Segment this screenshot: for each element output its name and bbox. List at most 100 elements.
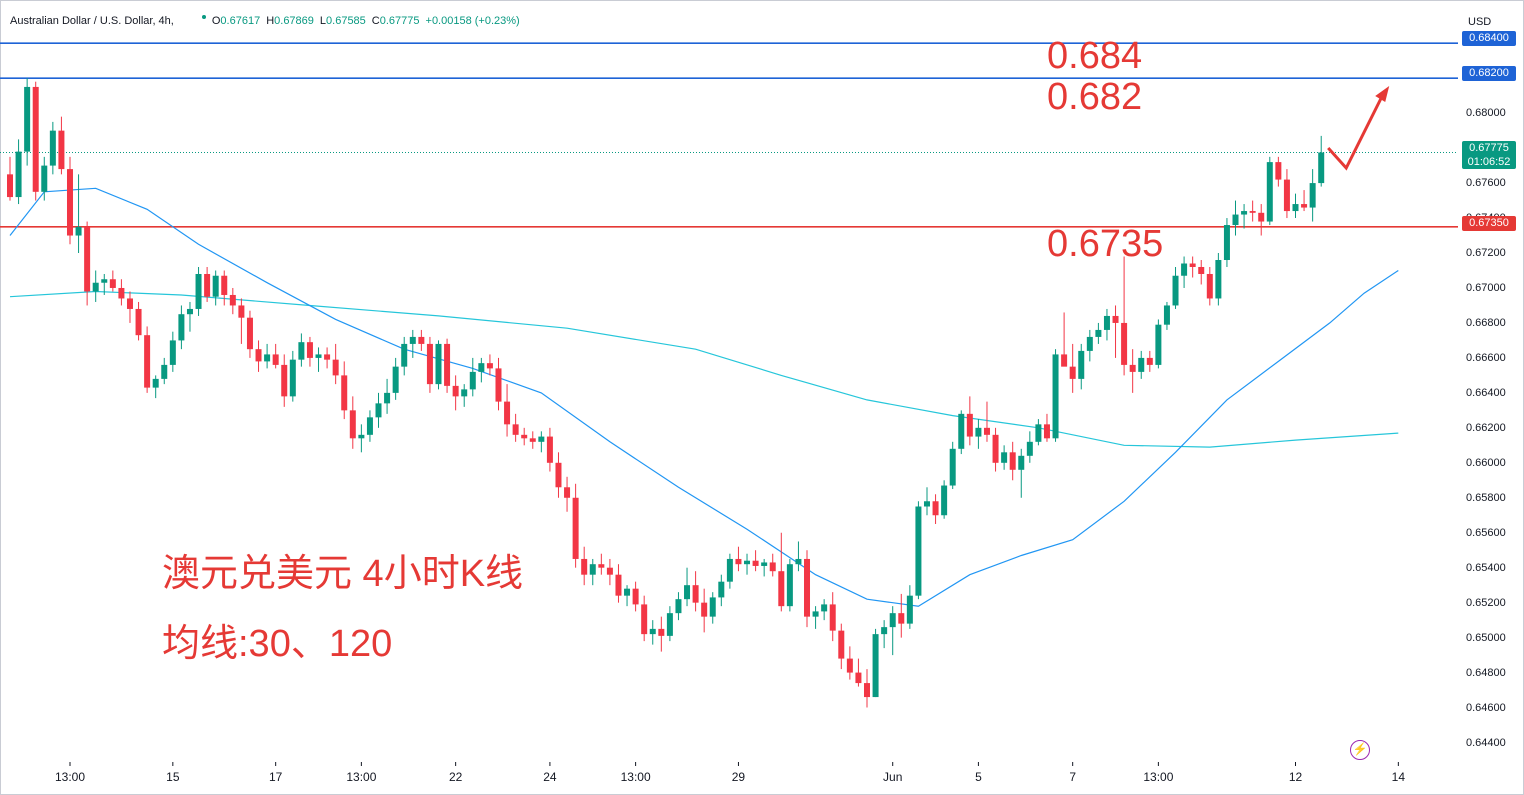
low-value: 0.67585 — [326, 15, 366, 27]
ma30-line — [9, 187, 1399, 607]
candle-body — [804, 558, 811, 617]
candle-body — [1249, 211, 1256, 213]
y-tick-label: 0.65400 — [1466, 561, 1506, 574]
x-tick-label: 7 — [1069, 770, 1077, 784]
candle-body — [1069, 366, 1076, 379]
candle-body — [246, 317, 253, 350]
candle-body — [84, 226, 91, 292]
candle-body — [846, 658, 853, 673]
candle-body — [212, 275, 219, 297]
candle-body — [966, 413, 973, 437]
candle-body — [864, 683, 870, 698]
candle-body — [598, 564, 605, 568]
candle-body — [795, 558, 802, 565]
candle-body — [786, 564, 793, 607]
x-tick-label: 13:00 — [620, 770, 651, 784]
candle-body — [384, 392, 391, 404]
annotation-level-06735: 0.6735 — [1047, 223, 1164, 265]
candle-body — [126, 298, 133, 309]
candle-body — [1215, 260, 1222, 299]
candle-body — [761, 562, 768, 566]
y-tick-label: 0.64600 — [1466, 701, 1506, 714]
candle-body — [1129, 364, 1136, 372]
open-value: 0.67617 — [220, 15, 261, 27]
candle-body — [324, 354, 331, 360]
candle-body — [306, 342, 313, 358]
candle-body — [992, 434, 999, 463]
candle-body — [564, 487, 571, 498]
market-status-dot-icon — [201, 15, 206, 19]
arrow-annotation-line — [1327, 91, 1386, 171]
candle-body — [1163, 305, 1170, 325]
candle-body — [1001, 452, 1008, 463]
candle-body — [469, 371, 476, 390]
candle-body — [769, 562, 776, 572]
candle-body — [615, 574, 622, 596]
x-tick-label: 13:00 — [54, 770, 85, 784]
candle-body — [152, 378, 159, 388]
price-badge-h2: 0.68200 — [1462, 66, 1516, 81]
candle-body — [1198, 266, 1205, 274]
candle-body — [1095, 329, 1102, 337]
y-tick-label: 0.66200 — [1466, 421, 1506, 434]
candle-body — [675, 599, 682, 614]
candle-body — [144, 335, 151, 388]
ma120-line — [9, 290, 1399, 448]
price-badge-support: 0.67350 — [1462, 216, 1516, 231]
candle-body — [238, 305, 245, 318]
candle-body — [778, 571, 785, 607]
candle-body — [1103, 315, 1110, 330]
annotation-level-0684: 0.684 — [1047, 35, 1143, 77]
candle-body — [701, 602, 708, 617]
candle-body — [1309, 183, 1316, 208]
candle-body — [1172, 275, 1179, 306]
candle-body — [941, 485, 948, 516]
candle-body — [709, 597, 716, 617]
x-tick-label: Jun — [883, 770, 903, 784]
candle-body — [255, 349, 262, 362]
candle-body — [169, 340, 176, 365]
candle-body — [1283, 179, 1290, 212]
annotation-title: 澳元兑美元 4小时K线 — [162, 553, 524, 595]
candle-body — [118, 287, 125, 299]
symbol-name: Australian Dollar / U.S. Dollar, 4h, — [10, 15, 174, 27]
candle-body — [75, 226, 82, 236]
y-tick-label: 0.66600 — [1466, 351, 1506, 364]
candle-body — [332, 359, 339, 376]
y-tick-label: 0.66000 — [1466, 456, 1506, 469]
candle-body — [692, 585, 699, 603]
y-tick-label: 0.67000 — [1466, 281, 1506, 294]
candle-body — [1292, 204, 1299, 212]
candle-body — [195, 273, 202, 309]
candle-body — [521, 434, 528, 439]
candle-body — [1275, 162, 1282, 180]
candle-body — [135, 308, 142, 336]
candle-body — [1232, 214, 1239, 226]
y-tick-label: 0.66400 — [1466, 386, 1506, 399]
candle-body — [872, 634, 879, 698]
candle-body — [264, 354, 271, 362]
candle-body — [24, 86, 31, 152]
lightning-icon[interactable]: ⚡ — [1350, 740, 1370, 760]
candle-body — [1223, 225, 1230, 261]
candle-body — [418, 336, 425, 344]
candle-body — [1181, 263, 1188, 276]
candle-body — [546, 436, 553, 463]
currency-label: USD — [1468, 16, 1492, 28]
candle-body — [186, 308, 193, 315]
candle-body — [7, 174, 13, 198]
candle-body — [1138, 357, 1145, 372]
candle-body — [915, 506, 922, 596]
y-tick-label: 0.65000 — [1466, 631, 1506, 644]
candle-body — [624, 588, 631, 596]
arrow-head-icon — [1375, 86, 1390, 102]
candle-body — [1043, 424, 1050, 439]
candle-body — [1112, 315, 1119, 323]
candle-body — [983, 427, 990, 435]
candle-body — [881, 627, 888, 635]
candle-body — [375, 403, 382, 418]
candle-body — [1086, 336, 1093, 351]
candle-body — [1035, 424, 1042, 442]
candle-body — [426, 343, 433, 385]
